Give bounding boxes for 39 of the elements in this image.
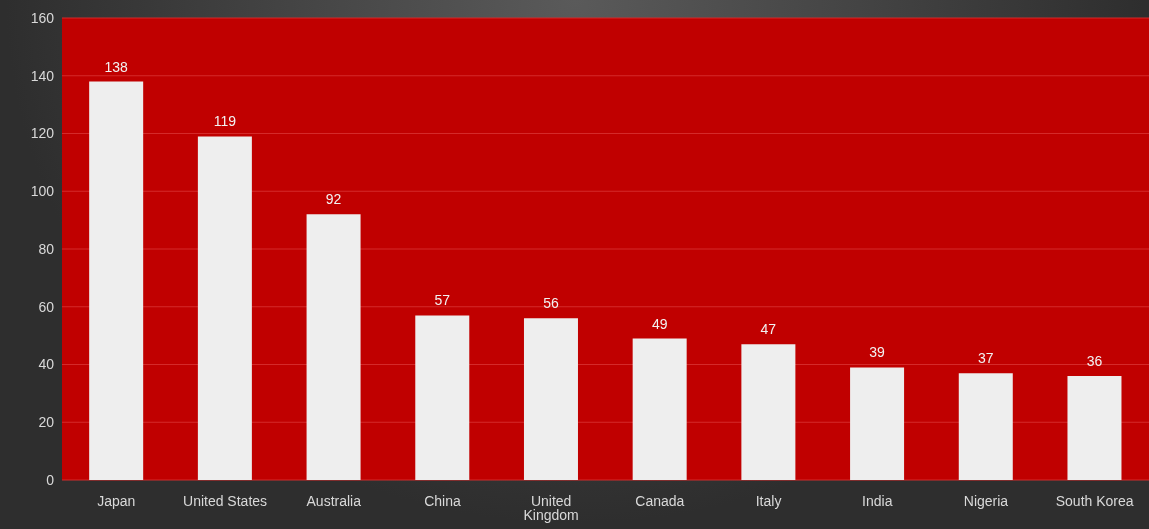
- bar: [850, 367, 905, 480]
- y-tick-label: 40: [38, 356, 55, 373]
- data-label: 92: [325, 191, 342, 208]
- y-tick-label: 20: [38, 414, 55, 431]
- x-tick-label: South Korea: [1055, 492, 1134, 509]
- bar: [197, 136, 252, 480]
- y-tick-label: 100: [30, 183, 55, 200]
- bar: [523, 318, 578, 480]
- x-tick-label: Australia: [306, 492, 362, 509]
- data-label: 119: [213, 113, 237, 130]
- data-label: 57: [434, 292, 451, 309]
- data-label: 47: [760, 321, 777, 338]
- x-tick-label: Canada: [635, 492, 685, 509]
- bar: [958, 373, 1013, 480]
- bar: [306, 214, 361, 480]
- y-tick-label: 120: [30, 125, 55, 142]
- bar: [1067, 376, 1122, 480]
- x-tick-label: China: [424, 492, 461, 509]
- data-label: 39: [869, 344, 886, 361]
- y-tick-label: 140: [30, 67, 55, 84]
- bar: [415, 315, 470, 480]
- data-label: 138: [104, 58, 129, 75]
- x-tick-label: United Kingdom: [523, 492, 579, 523]
- y-tick-label: 80: [38, 240, 55, 257]
- data-label: 36: [1086, 353, 1103, 370]
- x-tick-label: United States: [183, 492, 268, 509]
- y-tick-label: 60: [38, 298, 55, 315]
- data-label: 37: [977, 350, 994, 367]
- data-label: 49: [651, 315, 668, 332]
- x-tick-label: Nigeria: [963, 492, 1009, 509]
- y-tick-label: 0: [46, 471, 55, 488]
- x-tick-label: Italy: [755, 492, 782, 509]
- x-tick-label: Japan: [97, 492, 136, 509]
- bar: [741, 344, 796, 480]
- data-label: 56: [543, 295, 559, 312]
- bar: [632, 338, 687, 480]
- x-tick-label: India: [862, 492, 893, 509]
- bar: [89, 81, 144, 480]
- y-tick-label: 160: [30, 9, 55, 26]
